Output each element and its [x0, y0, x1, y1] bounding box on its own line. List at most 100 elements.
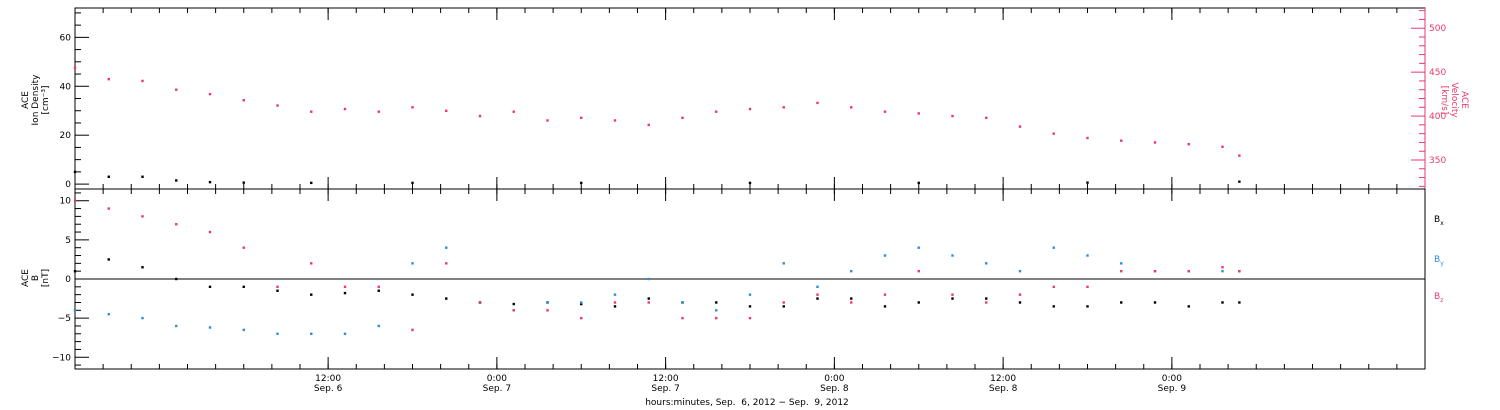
density-ylabel-line2: Ion Density [31, 74, 41, 126]
b-field-point [242, 246, 245, 249]
b-field-point [883, 293, 887, 296]
b-ylabel-line1: ACE [21, 269, 31, 287]
b-field-point [141, 316, 144, 320]
b-field-point [107, 258, 110, 261]
b-field-point [748, 316, 752, 320]
velocity-tick-label: 500 [1429, 24, 1446, 34]
legend-bx-main: B [1434, 215, 1440, 225]
velocity-tick-label: 350 [1429, 156, 1446, 166]
density-ylabel-line1: ACE [21, 91, 31, 109]
b-tick-label: −5 [58, 314, 71, 324]
b-field-point [1120, 262, 1123, 265]
velocity-point [613, 119, 617, 122]
b-field-point [343, 285, 347, 289]
legend-bz-main: B [1434, 292, 1440, 302]
velocity-point [1221, 145, 1224, 149]
velocity-point [850, 106, 853, 109]
b-field-point [276, 285, 279, 289]
b-field-point [208, 285, 212, 289]
velocity-point [411, 106, 414, 109]
b-field-point [985, 297, 988, 300]
legend-bx-sub: x [1440, 220, 1444, 227]
velocity-series-0 [73, 66, 1241, 157]
b-field-point [175, 277, 178, 281]
velocity-point [141, 79, 144, 83]
density-point [580, 181, 583, 185]
b-field-point [1238, 301, 1241, 304]
top-panel: 0 20 40 60 350 400 450 500 ACE Ion Density [cm… [21, 7, 1469, 190]
b-field-series-0 [73, 258, 1241, 308]
b-field-point [141, 266, 144, 269]
velocity-point [512, 110, 515, 113]
velocity-ylabel-line1: ACE [1459, 91, 1469, 109]
b-field-point [445, 246, 448, 249]
b-field-point [242, 285, 245, 289]
b-field-point [850, 301, 853, 304]
density-axis: 0 20 40 60 [60, 12, 89, 190]
b-ylabel-line2: B [31, 275, 41, 281]
b-field-point [73, 269, 77, 273]
top-data [73, 66, 1241, 185]
b-field-point [782, 262, 785, 265]
velocity-point [1153, 141, 1157, 144]
b-field-point [580, 301, 583, 304]
date-tick-label: Sep. 7 [651, 384, 679, 394]
time-tick-label: 0:00 [824, 374, 844, 384]
b-field-point [1086, 305, 1089, 308]
time-tick-label: 0:00 [1162, 374, 1182, 384]
b-field-point [276, 332, 279, 335]
b-field-point [985, 262, 988, 265]
b-field-point [175, 223, 178, 226]
velocity-point [1120, 139, 1123, 142]
b-field-point [1086, 254, 1089, 257]
velocity-point [445, 109, 448, 113]
b-field-point [411, 328, 414, 332]
velocity-point [816, 101, 819, 105]
b-field-series-1 [73, 246, 1241, 335]
velocity-ylabel-line2: Velocity [1449, 82, 1459, 118]
b-field-point [580, 302, 583, 306]
density-tick-label: 40 [60, 82, 72, 92]
b-field-point [73, 199, 77, 202]
velocity-point [242, 99, 245, 102]
density-point [242, 181, 245, 184]
b-tick-label: 5 [65, 236, 71, 246]
b-field-point [782, 305, 785, 308]
velocity-point [343, 107, 347, 111]
velocity-axis: 350 400 450 500 [1411, 8, 1446, 189]
b-field-point [411, 293, 414, 296]
date-tick-label: Sep. 8 [820, 384, 849, 394]
b-tick-label: −10 [52, 353, 71, 363]
b-field-point [1086, 285, 1089, 289]
density-ylabel-line3: [cm⁻³] [41, 85, 51, 114]
density-series-0 [73, 170, 1241, 185]
b-field-point [310, 262, 313, 265]
b-field-point [951, 254, 954, 257]
b-field-point [613, 305, 617, 308]
b-field-point [107, 207, 110, 210]
b-field-point [850, 297, 853, 300]
density-tick-label: 20 [60, 131, 72, 141]
velocity-point [175, 88, 178, 91]
b-field-point [107, 313, 110, 316]
velocity-point [681, 116, 684, 120]
date-tick-label: Sep. 8 [989, 384, 1018, 394]
b-field-point [141, 215, 144, 218]
b-field-point [1052, 305, 1055, 308]
velocity-point [478, 114, 482, 118]
b-field-point [647, 297, 650, 300]
b-field-point [242, 328, 245, 332]
velocity-point [1052, 132, 1055, 135]
date-tick-label: Sep. 7 [483, 384, 511, 394]
b-field-point [175, 324, 178, 328]
b-field-point [1018, 293, 1022, 296]
b-field-point [1052, 285, 1055, 289]
date-tick-label: Sep. 6 [314, 384, 343, 394]
velocity-point [580, 116, 583, 120]
b-field-point [310, 293, 313, 296]
b-field-point [1018, 269, 1022, 273]
density-point [1086, 181, 1089, 184]
b-field-point [816, 297, 819, 300]
